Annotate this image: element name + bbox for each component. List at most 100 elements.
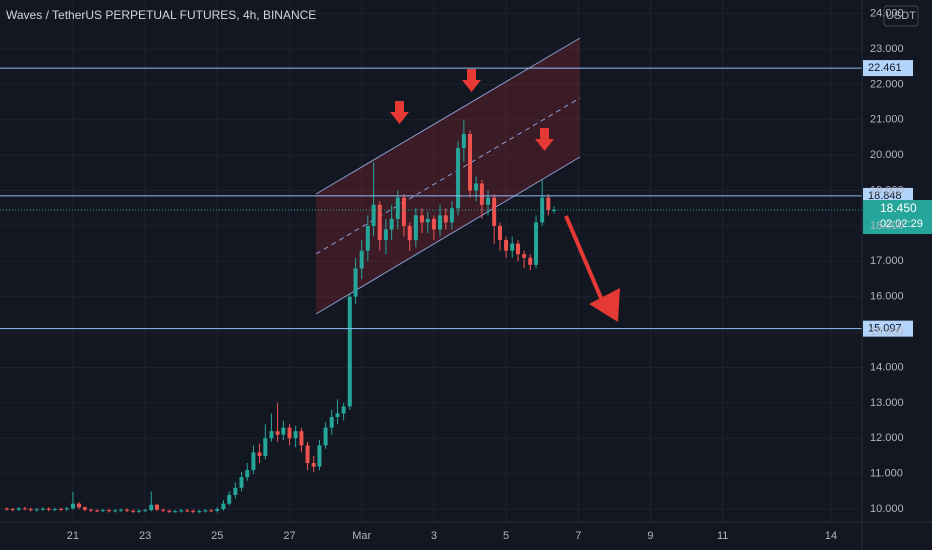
- candle-body: [221, 503, 226, 510]
- y-tick-label: 21.000: [870, 114, 904, 126]
- candle-body: [88, 509, 93, 511]
- x-tick-label: Mar: [352, 530, 371, 542]
- drawings: [315, 37, 620, 322]
- candle-body: [443, 215, 448, 223]
- currency: USDT: [886, 10, 916, 22]
- candle-body: [203, 510, 208, 512]
- candle-body: [293, 431, 298, 439]
- y-tick-label: 23.000: [870, 43, 904, 55]
- arrow-down: [390, 101, 409, 124]
- candle-body: [305, 445, 310, 464]
- y-tick-label: 11.000: [870, 468, 903, 480]
- candle-body: [365, 225, 370, 251]
- candle-body: [64, 508, 69, 510]
- candle-body: [383, 229, 388, 241]
- x-tick-label: 3: [431, 530, 437, 542]
- candle-body: [431, 218, 436, 230]
- candle-body: [528, 257, 533, 265]
- candle-body: [251, 452, 256, 471]
- candle-body: [456, 148, 461, 209]
- candle-body: [239, 477, 244, 488]
- candle-body: [395, 197, 400, 219]
- candle-body: [40, 508, 45, 510]
- candle-body: [401, 197, 406, 226]
- candle-body: [269, 431, 274, 439]
- candle-body: [125, 509, 130, 511]
- level-label-box: [863, 60, 913, 77]
- candle-body: [118, 509, 123, 511]
- candle-body: [52, 509, 57, 511]
- candle-body: [77, 503, 82, 508]
- y-tick-label: 14.000: [870, 361, 904, 373]
- x-tick-label: 25: [211, 530, 223, 542]
- candle-body: [438, 215, 443, 230]
- arrow-down: [462, 69, 481, 92]
- x-tick-label: 11: [717, 530, 728, 542]
- candle-body: [59, 509, 64, 511]
- candle-body: [185, 510, 190, 512]
- candle-body: [131, 510, 136, 512]
- candle-body: [100, 510, 105, 512]
- overlay: 22.461 18.848 15.097 18.450 02:02:29 USDT: [0, 5, 932, 337]
- candle-body: [504, 240, 509, 251]
- arrow-down: [535, 128, 554, 151]
- candle-body: [179, 510, 184, 512]
- candle-body: [347, 296, 352, 407]
- candle-body: [486, 197, 491, 205]
- candle-body: [353, 268, 358, 297]
- x-tick-label: 9: [647, 530, 653, 542]
- candle-body: [149, 504, 154, 511]
- level-label-box: [863, 187, 913, 204]
- last-price-box: [863, 200, 932, 235]
- y-tick-label: 12.000: [870, 432, 904, 444]
- candle-body: [323, 427, 328, 446]
- candle-body: [359, 250, 364, 269]
- candle-body: [70, 503, 75, 509]
- candle-body: [227, 494, 232, 504]
- candle-body: [413, 215, 418, 241]
- candle-body: [317, 445, 322, 467]
- channel-lower: [315, 156, 581, 315]
- candle-body: [245, 470, 250, 478]
- candle-body: [522, 254, 527, 258]
- countdown: 02:02:29: [880, 218, 923, 230]
- candle-body: [107, 510, 112, 512]
- candle-body: [161, 509, 166, 511]
- y-tick-label: 10.000: [870, 503, 904, 515]
- candle-body: [209, 510, 214, 512]
- x-tick-label: 5: [503, 530, 509, 542]
- level-label: 15.097: [868, 323, 902, 335]
- candle-body: [82, 507, 87, 510]
- candle-body: [233, 487, 238, 495]
- chart-title: Waves / TetherUS PERPETUAL FUTURES, 4h, …: [6, 8, 316, 22]
- last-price-label: 18.450: [880, 201, 917, 215]
- candle-body: [95, 510, 100, 512]
- candle-body: [191, 510, 196, 512]
- candle-body: [143, 510, 148, 512]
- currency-box: [883, 5, 919, 27]
- candle-body: [335, 413, 340, 418]
- y-tick-label: 15.000: [870, 326, 904, 338]
- x-tick-label: 14: [825, 530, 837, 542]
- candle-body: [4, 508, 9, 510]
- candle-body: [474, 183, 479, 191]
- channel-upper: [315, 37, 581, 195]
- candle-body: [275, 431, 280, 435]
- candle-body: [46, 508, 51, 510]
- candle-body: [341, 406, 346, 414]
- candle-body: [281, 427, 286, 435]
- candle-body: [377, 204, 382, 241]
- candles: [4, 119, 557, 514]
- y-tick-label: 20.000: [870, 149, 904, 161]
- candle-body: [287, 427, 292, 439]
- candle-body: [510, 243, 515, 251]
- candle-body: [173, 511, 178, 513]
- candle-body: [449, 208, 454, 223]
- candle-body: [425, 218, 430, 223]
- x-tick-label: 27: [283, 530, 295, 542]
- candle-body: [407, 225, 412, 241]
- candle-body: [311, 463, 316, 467]
- candle-body: [479, 183, 484, 205]
